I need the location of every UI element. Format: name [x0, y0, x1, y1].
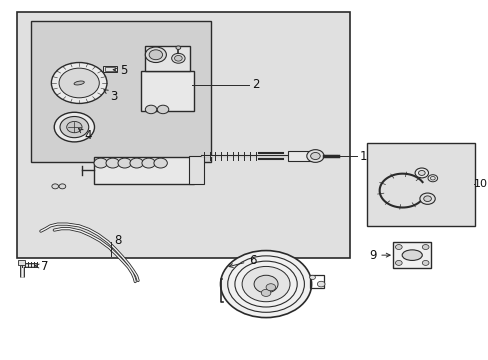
Text: 3: 3 [104, 90, 118, 103]
Circle shape [419, 193, 434, 204]
Bar [144, 46, 190, 71]
Bar [287, 152, 313, 161]
Ellipse shape [74, 81, 84, 85]
Circle shape [130, 158, 143, 168]
Circle shape [106, 158, 119, 168]
Ellipse shape [401, 250, 422, 260]
Circle shape [220, 251, 311, 318]
Circle shape [145, 105, 157, 114]
Circle shape [309, 275, 315, 279]
Bar [366, 143, 473, 226]
Bar [105, 67, 114, 71]
Bar [392, 242, 430, 268]
Circle shape [51, 63, 107, 103]
Circle shape [414, 168, 427, 178]
Circle shape [242, 266, 289, 302]
Circle shape [60, 117, 89, 138]
Text: 1: 1 [359, 149, 366, 162]
Circle shape [59, 68, 99, 98]
Text: 8: 8 [114, 234, 122, 247]
Circle shape [154, 158, 167, 168]
Circle shape [265, 284, 275, 291]
Text: 9: 9 [368, 249, 389, 262]
Bar [93, 157, 194, 184]
Circle shape [261, 289, 270, 296]
Circle shape [310, 153, 320, 159]
Circle shape [174, 55, 182, 61]
Circle shape [395, 244, 401, 249]
Circle shape [395, 260, 401, 265]
Circle shape [423, 196, 430, 202]
Circle shape [418, 171, 424, 175]
Text: 10: 10 [472, 179, 487, 189]
Bar [31, 21, 210, 162]
Bar [103, 66, 116, 72]
Bar [18, 260, 25, 265]
Circle shape [176, 46, 181, 49]
Circle shape [306, 150, 324, 162]
Circle shape [157, 105, 168, 114]
Bar [17, 13, 349, 258]
Text: 5: 5 [113, 64, 127, 77]
Circle shape [94, 158, 107, 168]
Circle shape [422, 260, 428, 265]
Circle shape [59, 184, 65, 189]
Circle shape [254, 275, 278, 293]
Text: 6: 6 [228, 254, 256, 267]
Circle shape [145, 47, 166, 63]
Circle shape [317, 281, 325, 287]
Circle shape [149, 50, 162, 60]
Circle shape [142, 158, 155, 168]
Bar [141, 71, 194, 111]
Circle shape [422, 244, 428, 249]
Bar [309, 275, 324, 288]
Circle shape [52, 184, 59, 189]
Text: 4: 4 [79, 129, 91, 143]
Circle shape [54, 112, 94, 142]
Text: 2: 2 [251, 78, 259, 91]
Circle shape [66, 121, 82, 133]
Circle shape [171, 53, 184, 63]
Circle shape [118, 158, 131, 168]
Text: 7: 7 [35, 260, 48, 273]
Circle shape [427, 175, 437, 182]
Bar [189, 156, 203, 184]
